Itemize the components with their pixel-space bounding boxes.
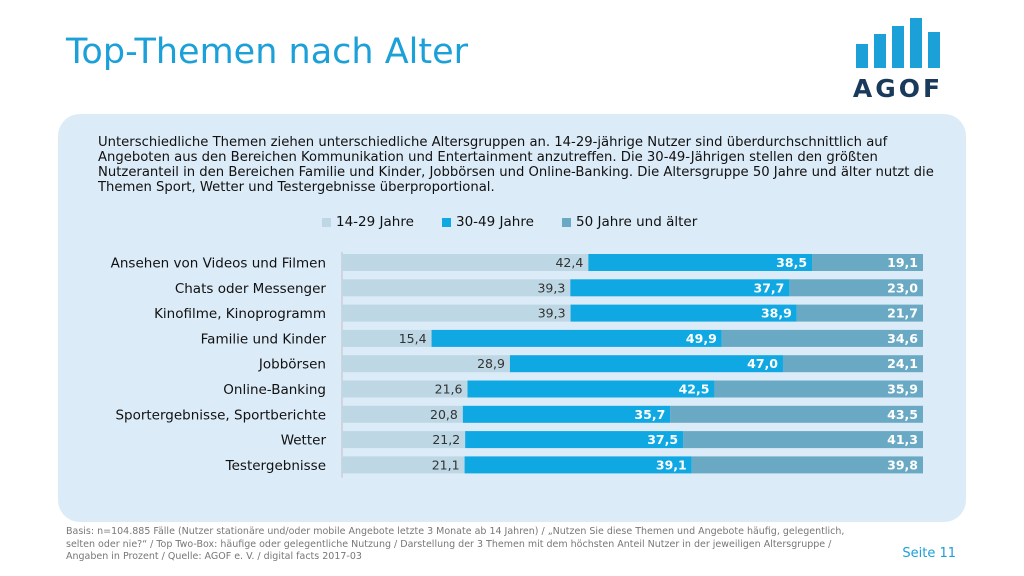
logo-bar bbox=[874, 34, 886, 68]
page-number: Seite 11 bbox=[902, 546, 956, 561]
data-label: 20,8 bbox=[430, 407, 458, 422]
data-label: 21,6 bbox=[435, 382, 463, 397]
data-label: 23,0 bbox=[887, 280, 918, 295]
category-label: Online-Banking bbox=[223, 382, 326, 398]
bar-segment bbox=[462, 405, 671, 423]
data-label: 35,7 bbox=[634, 407, 665, 422]
bar-segment bbox=[714, 380, 923, 398]
legend-label: 14-29 Jahre bbox=[336, 214, 414, 230]
data-label: 15,4 bbox=[399, 331, 427, 346]
bar-segment bbox=[782, 355, 923, 373]
bar-segment bbox=[509, 355, 783, 373]
bar-segment bbox=[796, 304, 923, 322]
data-label: 42,4 bbox=[555, 255, 583, 270]
data-label: 39,3 bbox=[537, 280, 565, 295]
bar-segment bbox=[342, 304, 571, 322]
page-title: Top-Themen nach Alter bbox=[66, 32, 469, 72]
data-label: 28,9 bbox=[477, 356, 505, 371]
bar-segment bbox=[570, 279, 790, 297]
category-label: Testergebnisse bbox=[225, 458, 326, 474]
data-label: 21,2 bbox=[432, 432, 460, 447]
bar-segment bbox=[691, 456, 923, 474]
data-label: 38,9 bbox=[761, 306, 792, 321]
bar-segment bbox=[465, 431, 684, 449]
category-label: Ansehen von Videos und Filmen bbox=[111, 256, 326, 272]
bar-segment bbox=[342, 329, 432, 347]
data-label: 38,5 bbox=[776, 255, 807, 270]
footnote: Basis: n=104.885 Fälle (Nutzer stationär… bbox=[66, 526, 845, 562]
bar-segment bbox=[588, 254, 813, 271]
category-label: Sportergebnisse, Sportberichte bbox=[115, 407, 326, 423]
logo-text: AGOF bbox=[852, 74, 944, 103]
bar-segment bbox=[812, 254, 923, 271]
legend-label: 50 Jahre und älter bbox=[576, 214, 698, 230]
category-label: Wetter bbox=[281, 433, 327, 449]
legend-swatch bbox=[322, 218, 331, 227]
data-label: 35,9 bbox=[887, 382, 918, 397]
agof-logo: AGOF bbox=[852, 18, 944, 103]
data-label: 42,5 bbox=[679, 382, 710, 397]
logo-bar bbox=[928, 32, 940, 68]
logo-bar bbox=[910, 18, 922, 68]
data-label: 21,1 bbox=[432, 457, 460, 472]
data-label: 43,5 bbox=[887, 407, 918, 422]
data-label: 41,3 bbox=[887, 432, 918, 447]
data-label: 21,7 bbox=[887, 306, 918, 321]
bar-segment bbox=[683, 431, 923, 449]
legend-swatch bbox=[562, 218, 571, 227]
bar-segment bbox=[342, 355, 510, 373]
data-label: 19,1 bbox=[887, 255, 918, 270]
bar-segment bbox=[721, 329, 923, 347]
logo-bar bbox=[892, 26, 904, 68]
bar-segment bbox=[431, 329, 722, 347]
category-label: Familie und Kinder bbox=[201, 331, 327, 347]
data-label: 49,9 bbox=[686, 331, 717, 346]
bar-segment bbox=[342, 380, 468, 398]
bar-segment bbox=[467, 380, 715, 398]
data-label: 39,3 bbox=[538, 306, 566, 321]
intro-text: Unterschiedliche Themen ziehen unterschi… bbox=[98, 135, 934, 195]
data-label: 39,8 bbox=[887, 457, 918, 472]
bar-segment bbox=[464, 456, 692, 474]
bar-segment bbox=[342, 279, 571, 297]
category-label: Jobbörsen bbox=[258, 357, 326, 373]
data-label: 24,1 bbox=[887, 356, 918, 371]
category-label: Chats oder Messenger bbox=[175, 281, 327, 297]
bar-segment bbox=[342, 431, 466, 449]
data-label: 39,1 bbox=[656, 457, 687, 472]
data-label: 37,7 bbox=[754, 280, 785, 295]
bar-segment bbox=[342, 254, 589, 271]
bar-segment bbox=[789, 279, 923, 297]
bar-segment bbox=[342, 405, 463, 423]
bar-segment bbox=[342, 456, 465, 474]
data-label: 37,5 bbox=[647, 432, 678, 447]
data-label: 47,0 bbox=[747, 356, 778, 371]
category-label: Kinofilme, Kinoprogramm bbox=[154, 306, 326, 322]
legend-swatch bbox=[442, 218, 451, 227]
bar-segment bbox=[570, 304, 797, 322]
legend-label: 30-49 Jahre bbox=[456, 214, 534, 230]
bar-segment bbox=[670, 405, 923, 423]
logo-bar bbox=[856, 44, 868, 68]
data-label: 34,6 bbox=[887, 331, 918, 346]
